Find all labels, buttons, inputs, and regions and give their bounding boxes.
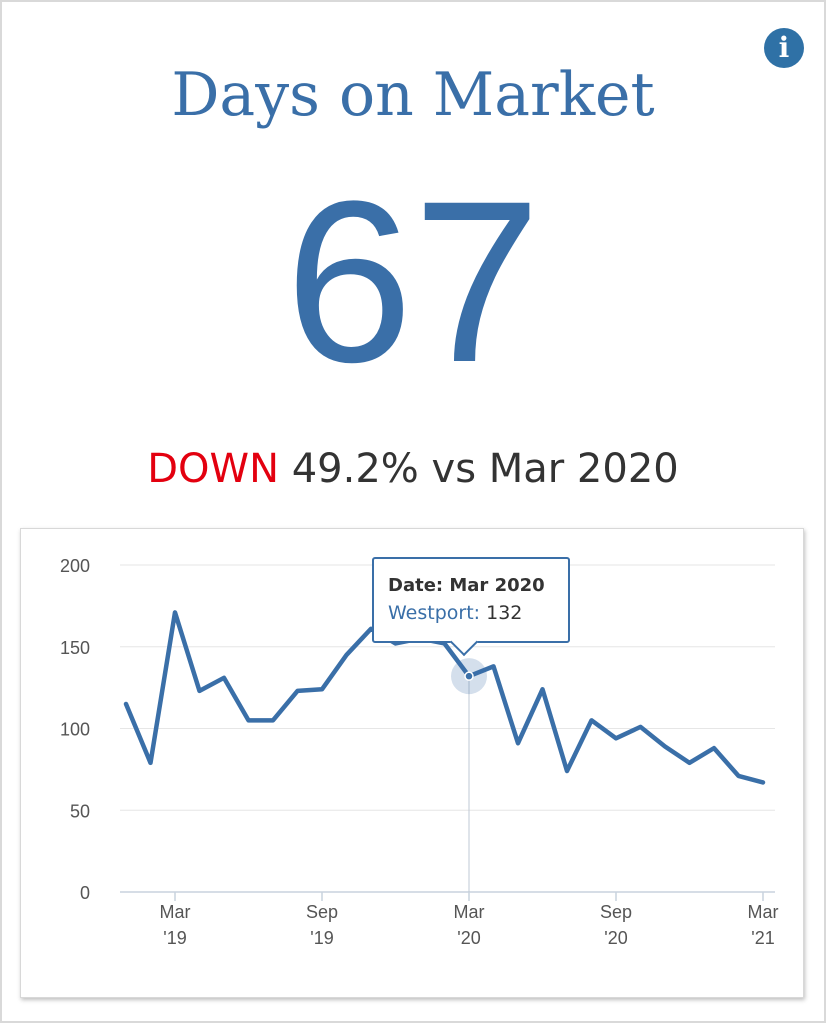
change-text: 49.2% vs Mar 2020 (291, 446, 679, 492)
metric-value: 67 (285, 153, 541, 410)
info-icon[interactable]: i (764, 28, 804, 68)
tooltip-series-value: 132 (486, 602, 523, 624)
change-direction: DOWN (147, 446, 280, 492)
tooltip-series-name: Westport: (388, 602, 481, 624)
chart-tooltip: Date: Mar 2020 Westport: 132 (372, 557, 570, 643)
change-summary: DOWN 49.2% vs Mar 2020 (2, 446, 824, 492)
page-title: Days on Market (171, 60, 655, 130)
tooltip-series-row: Westport: 132 (388, 602, 554, 624)
tooltip-date: Date: Mar 2020 (388, 575, 545, 596)
